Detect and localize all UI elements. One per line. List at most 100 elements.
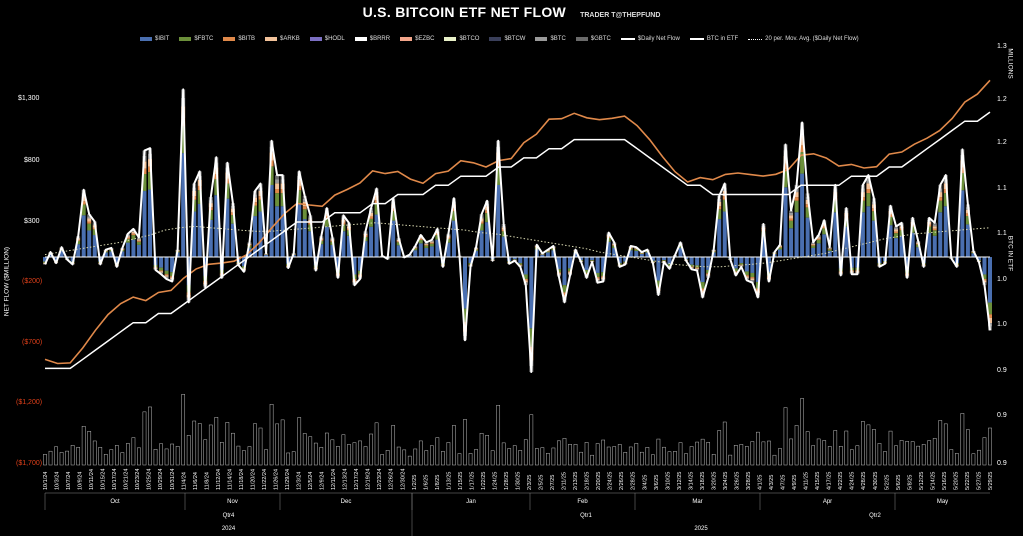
y2-tick-label: 1.2 <box>997 139 1007 146</box>
volume-column <box>214 417 219 466</box>
flow-bar <box>811 243 816 244</box>
flow-bar <box>429 240 434 242</box>
flow-bar <box>479 223 484 231</box>
volume-column <box>264 449 268 466</box>
chart-subtitle: TRADER T@THEPFUND <box>580 12 661 19</box>
flow-bar <box>938 197 943 201</box>
volume-column <box>424 450 429 466</box>
flow-bar <box>932 228 937 231</box>
flow-bar <box>225 183 230 199</box>
flow-bar <box>529 328 534 347</box>
flow-bar <box>352 257 357 275</box>
flow-bar <box>253 216 257 258</box>
volume-column <box>341 434 346 466</box>
volume-column <box>811 445 816 466</box>
volume-column <box>949 449 954 466</box>
flow-bar <box>103 252 108 258</box>
x-tick-label: 12/5/24 <box>308 472 314 490</box>
flow-bar <box>164 257 169 271</box>
legend-swatch <box>400 37 413 41</box>
volume-column <box>286 452 291 466</box>
x-tick-label: 2/11/25 <box>562 472 568 490</box>
flow-bar <box>789 212 794 216</box>
flow-bar <box>341 224 346 232</box>
year-label: 2024 <box>222 526 236 532</box>
x-tick-label: 5/22/25 <box>965 472 971 490</box>
flow-bar <box>512 257 517 260</box>
flow-bar <box>429 241 434 243</box>
flow-bar <box>744 276 749 278</box>
flow-bar <box>695 267 700 269</box>
flow-bar <box>136 238 141 240</box>
legend-item: $BTC <box>535 36 566 42</box>
flow-bar <box>650 257 655 261</box>
flow-bar <box>700 282 705 289</box>
y2-tick-label: 0.9 <box>997 367 1007 374</box>
flow-bar <box>965 213 970 217</box>
flow-bar <box>794 188 799 193</box>
flow-bar <box>125 242 130 258</box>
legend-label: $IBIT <box>155 36 170 42</box>
volume-column <box>435 437 440 466</box>
flow-bar <box>341 231 346 258</box>
flow-bar <box>496 166 501 185</box>
volume-column <box>678 442 683 466</box>
volume-column <box>971 453 976 466</box>
flow-bar <box>932 224 937 227</box>
flow-bar <box>639 253 644 254</box>
volume-column <box>562 438 567 466</box>
flow-bar <box>932 235 937 258</box>
flow-bar <box>214 179 219 196</box>
volume-column <box>175 446 180 466</box>
flow-bar <box>661 257 666 261</box>
x-tick-label: 1/6/25 <box>423 475 429 490</box>
flow-bar <box>43 257 47 262</box>
x-tick-label: 12/11/24 <box>331 469 337 490</box>
flow-bar <box>982 257 987 275</box>
x-tick-label: 5/29/25 <box>988 472 994 490</box>
x-tick-label: 10/9/24 <box>78 472 84 490</box>
x-tick-label: 5/8/25 <box>907 475 913 490</box>
flow-bar <box>894 231 899 234</box>
volume-column <box>247 446 252 466</box>
flow-bar <box>346 235 351 258</box>
flow-bar <box>595 272 600 278</box>
flow-bar <box>358 257 362 271</box>
volume-column <box>590 454 594 466</box>
y2-tick-label: 1.2 <box>997 96 1007 103</box>
volume-column <box>651 454 655 466</box>
volume-column <box>606 446 611 466</box>
flow-bar <box>197 190 202 204</box>
flow-bar <box>661 260 666 261</box>
volume-column <box>363 446 368 466</box>
flow-bar <box>545 252 550 258</box>
volume-column <box>485 435 489 466</box>
flow-bar <box>269 166 274 185</box>
flow-bar <box>518 257 523 264</box>
flow-bar <box>463 308 467 322</box>
volume-column <box>838 446 843 466</box>
flow-bar <box>319 244 324 258</box>
flow-bar <box>131 231 136 234</box>
x-tick-label: 2/24/25 <box>608 472 614 490</box>
flow-bar <box>369 216 374 219</box>
flow-bar <box>164 275 169 277</box>
flow-bar <box>927 232 932 258</box>
x-tick-label: 4/7/25 <box>781 475 787 490</box>
volume-column <box>540 447 545 466</box>
volume-column <box>114 445 119 466</box>
x-tick-label: 2/3/25 <box>527 475 533 490</box>
flow-bar <box>811 245 816 248</box>
flow-bar <box>706 269 711 274</box>
flow-bar <box>335 257 340 270</box>
volume-column <box>772 454 777 466</box>
x-tick-label: 2/5/25 <box>539 475 545 490</box>
flow-bar <box>894 233 899 239</box>
month-label: Jan <box>466 499 476 505</box>
flow-bar <box>297 203 302 258</box>
flow-bar <box>208 210 213 220</box>
volume-column <box>761 441 766 466</box>
flow-bar <box>164 274 169 276</box>
flow-bar <box>253 202 257 206</box>
flow-bar <box>932 230 937 236</box>
